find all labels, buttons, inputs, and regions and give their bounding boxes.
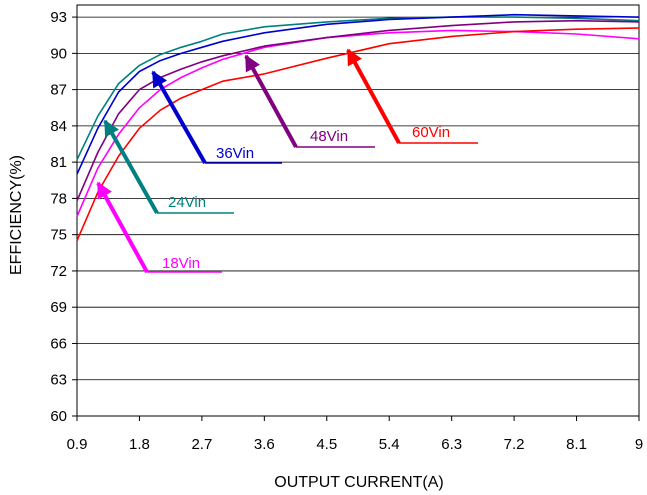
y-tick-label: 60 [50,408,67,425]
annotation-60vin: 60Vin [346,48,478,144]
annotation-36vin-label: 36Vin [216,145,254,162]
series-line-60vin [76,27,640,242]
y-tick-label: 90 [50,45,67,62]
x-axis-title: OUTPUT CURRENT(A) [274,474,443,491]
annotation-18vin-arrow-shaft [96,181,149,273]
y-tick-label: 84 [50,118,67,135]
annotation-48vin-label: 48Vin [310,128,348,145]
annotation-60vin-label: 60Vin [412,124,450,141]
y-tick-label: 75 [50,227,67,244]
annotation-60vin-arrow-shaft [346,48,401,144]
y-tick-label: 66 [50,335,67,352]
x-tick-label: 1.8 [129,436,150,453]
y-tick-label: 81 [50,154,67,171]
annotations: 18Vin 24Vin 36Vin 48Vin 60Vin [96,48,478,273]
annotation-18vin-label: 18Vin [162,255,200,272]
x-tick-label: 5.4 [379,436,400,453]
x-tick-label: 0.9 [67,436,88,453]
plot-frame [76,4,640,417]
series-line-48vin [76,19,640,202]
x-tick-label: 9 [635,436,643,453]
gridlines [77,16,639,381]
annotation-24vin: 24Vin [103,119,234,214]
x-tick-label: 8.1 [566,436,587,453]
y-tick-label: 87 [50,82,67,99]
y-tick-label: 69 [50,299,67,316]
y-axis-title: EFFICIENCY(%) [8,155,25,275]
annotation-18vin: 18Vin [96,181,222,273]
annotation-24vin-label: 24Vin [168,194,206,211]
y-axis-ticks: 60 63 66 69 72 75 78 81 84 87 90 93 [50,9,77,425]
annotation-36vin: 36Vin [151,70,282,164]
series-line-36vin [76,13,640,175]
x-tick-label: 2.7 [191,436,212,453]
x-tick-label: 3.6 [254,436,275,453]
x-tick-label: 4.5 [316,436,337,453]
annotation-24vin-arrow-shaft [103,119,159,214]
y-tick-label: 93 [50,9,67,26]
series-line-24vin [76,16,640,161]
series-line-18vin [76,29,640,217]
annotation-48vin: 48Vin [244,54,375,148]
y-tick-label: 72 [50,263,67,280]
series-lines [76,13,640,242]
y-tick-label: 78 [50,190,67,207]
x-axis-ticks: 0.9 1.8 2.7 3.6 4.5 5.4 6.3 7.2 8.1 9 [67,416,643,453]
annotation-36vin-arrow-shaft [151,70,207,164]
annotation-48vin-arrow-shaft [244,54,298,148]
x-tick-label: 7.2 [504,436,525,453]
y-tick-label: 63 [50,372,67,389]
x-tick-label: 6.3 [441,436,462,453]
